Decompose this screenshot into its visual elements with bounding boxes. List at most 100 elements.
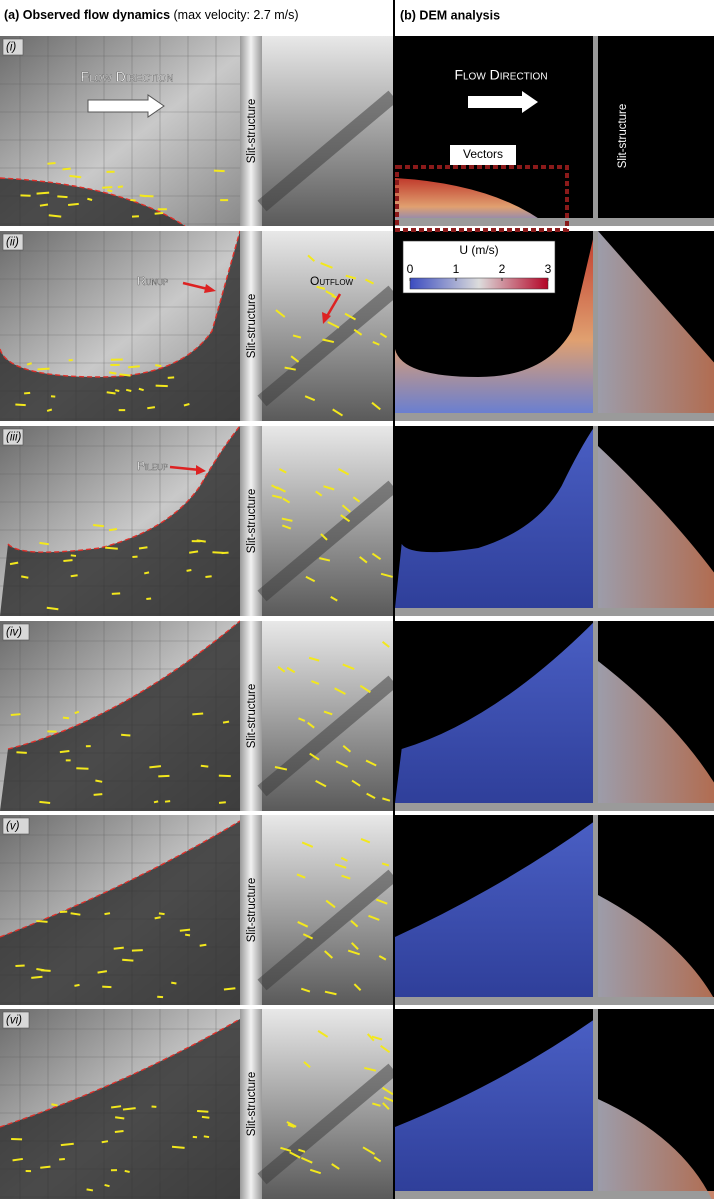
slit-label: Slit-structure xyxy=(246,1072,258,1137)
dem-slit xyxy=(593,815,598,1005)
row: Slit-structure(ii) xyxy=(0,231,714,423)
velocity-vector xyxy=(38,369,50,370)
velocity-vector xyxy=(13,1159,23,1160)
flow-direction-label: Flow Direction xyxy=(454,67,547,83)
velocity-vector xyxy=(185,935,190,936)
dem-slit xyxy=(593,1009,598,1199)
velocity-vector xyxy=(201,766,208,767)
velocity-vector xyxy=(75,712,79,713)
velocity-vector xyxy=(205,576,211,577)
right-title: (b) DEM analysis xyxy=(400,8,500,22)
velocity-vector xyxy=(102,187,112,188)
velocity-vector xyxy=(93,525,104,526)
velocity-vector xyxy=(109,372,116,373)
velocity-vector xyxy=(95,781,102,782)
velocity-vector xyxy=(165,801,170,802)
velocity-vector xyxy=(219,802,226,803)
velocity-vector xyxy=(147,407,155,408)
dem-slit xyxy=(593,426,598,616)
slit-label: Slit-structure xyxy=(246,99,258,164)
velocity-vector xyxy=(112,593,120,594)
velocity-vector xyxy=(69,176,81,177)
row: Slit-structure (iv) xyxy=(0,621,714,813)
velocity-vector xyxy=(149,766,161,767)
velocity-vector xyxy=(68,204,79,205)
velocity-vector xyxy=(63,169,71,170)
dem-floor xyxy=(395,803,714,811)
velocity-vector xyxy=(107,392,116,393)
velocity-vector xyxy=(121,735,130,736)
velocity-vector xyxy=(104,913,110,914)
velocity-vector xyxy=(192,714,203,715)
row: Slit-structure (i) xyxy=(0,36,714,228)
colorbar-tick-label: 3 xyxy=(545,262,552,276)
velocity-vector xyxy=(39,543,48,544)
velocity-vector xyxy=(16,752,26,753)
velocity-vector xyxy=(144,572,149,573)
dem-floor xyxy=(395,997,714,1005)
velocity-vector xyxy=(114,948,124,949)
flow-direction-label: Flow Direction xyxy=(80,69,173,85)
velocity-vector xyxy=(31,977,42,978)
velocity-vector xyxy=(40,1167,50,1168)
velocity-vector xyxy=(63,718,69,719)
velocity-vector xyxy=(171,983,176,984)
velocity-vector xyxy=(87,199,92,200)
velocity-vector xyxy=(21,576,28,577)
velocity-vector xyxy=(71,575,78,576)
velocity-vector xyxy=(119,374,130,375)
velocity-vector xyxy=(15,405,25,406)
row-label: (v) xyxy=(6,821,20,833)
velocity-vector xyxy=(87,1189,93,1190)
velocity-vector xyxy=(108,190,113,191)
row-label: (ii) xyxy=(6,237,19,249)
velocity-vector xyxy=(102,1141,108,1142)
velocity-vector xyxy=(204,1136,209,1137)
colorbar-tick-label: 2 xyxy=(499,262,506,276)
rows: Slit-structure(i)Slit-structure(ii)Slit-… xyxy=(0,36,714,1199)
row: Slit-structure(vi) xyxy=(0,1009,714,1199)
velocity-vector xyxy=(172,1147,185,1148)
velocity-vector xyxy=(24,393,30,394)
velocity-vector xyxy=(47,163,55,164)
dem-slit xyxy=(593,36,598,226)
velocity-vector xyxy=(11,714,21,715)
velocity-vector xyxy=(187,570,192,571)
velocity-vector xyxy=(139,389,144,390)
velocity-vector xyxy=(155,365,161,366)
runup-label: Runup xyxy=(137,274,168,288)
velocity-vector xyxy=(51,1104,57,1105)
slit-label: Slit-structure xyxy=(246,684,258,749)
row-label: (i) xyxy=(6,42,16,54)
velocity-vector xyxy=(139,547,147,548)
velocity-vector xyxy=(39,802,50,803)
row: Slit-structure(iii) xyxy=(0,426,714,618)
velocity-vector xyxy=(40,204,48,205)
velocity-vector xyxy=(60,751,69,752)
velocity-vector xyxy=(126,390,131,391)
velocity-vector xyxy=(180,930,190,931)
velocity-vector xyxy=(202,1117,209,1118)
colorbar xyxy=(410,278,548,289)
velocity-vector xyxy=(156,386,168,387)
outflow-label: Outflow xyxy=(310,274,354,288)
velocity-vector xyxy=(59,1159,65,1160)
velocity-vector xyxy=(105,548,118,549)
figure: (a) Observed flow dynamics (max velocity… xyxy=(0,0,714,1199)
row-label: (iv) xyxy=(6,627,22,639)
row: Slit-structure (v) xyxy=(0,815,714,1007)
dem-floor xyxy=(395,218,714,226)
velocity-vector xyxy=(125,1171,130,1172)
velocity-vector xyxy=(71,913,81,914)
colorbar-tick-label: 1 xyxy=(453,262,460,276)
pileup-label: Pileup xyxy=(137,459,168,473)
vectors-label: Vectors xyxy=(463,147,503,161)
left-title: (a) Observed flow dynamics xyxy=(4,8,170,22)
velocity-vector xyxy=(197,1111,208,1112)
velocity-vector xyxy=(223,722,229,723)
slit-label: Slit-structure xyxy=(617,104,629,169)
velocity-vector xyxy=(115,1117,124,1118)
slit-label: Slit-structure xyxy=(246,878,258,943)
velocity-vector xyxy=(63,560,72,561)
velocity-vector xyxy=(109,529,117,530)
